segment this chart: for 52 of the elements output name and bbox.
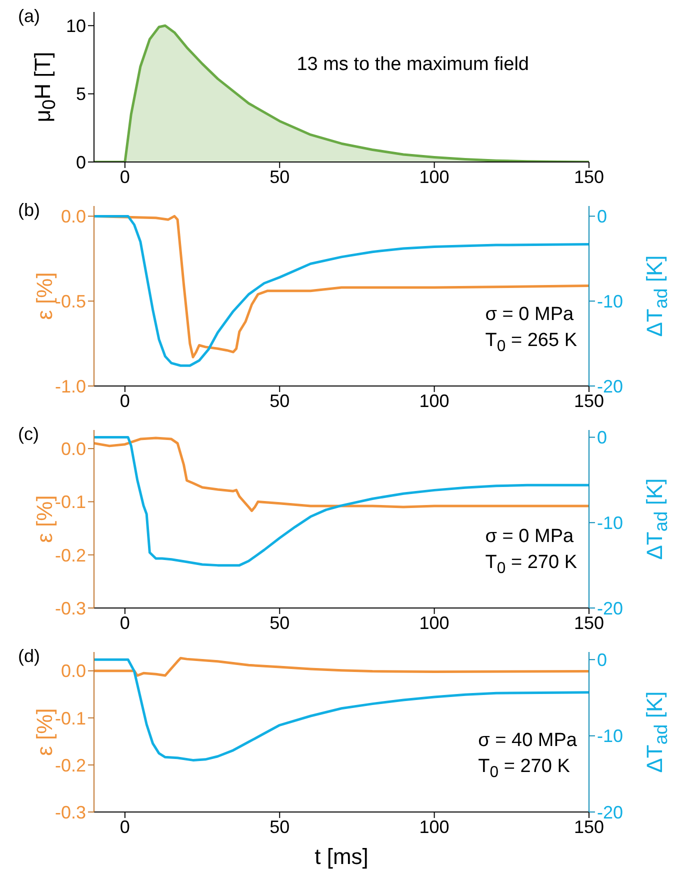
x-tick-label: 100 [419, 816, 450, 837]
x-tick-label: 100 [419, 612, 450, 633]
y-tick-label: 0.0 [60, 206, 86, 227]
annotation: σ = 0 MPa [485, 303, 575, 327]
x-axis-title: t [ms] [314, 844, 368, 870]
x-tick-label: 150 [574, 816, 604, 837]
y2-tick-label: -10 [597, 726, 624, 746]
y2-tick-label: -10 [597, 513, 624, 534]
y-tick-label: 0.0 [60, 438, 86, 459]
x-tick-label: 150 [574, 612, 604, 633]
y-axis-title: ε [%] [32, 272, 57, 320]
x-tick-label: 50 [270, 390, 290, 411]
x-tick-label: 150 [574, 166, 604, 187]
y-tick-label: -0.2 [54, 545, 86, 566]
chart-title: (b) [18, 200, 40, 221]
line-series [94, 656, 589, 677]
x-tick-label: 50 [270, 166, 290, 187]
annotation: T$_{0}$ = 270 K [485, 551, 577, 579]
y2-tick-label: -10 [597, 291, 624, 312]
y-tick-label: 10 [66, 16, 86, 36]
y2-tick-label: 0 [597, 428, 608, 448]
y-tick-label: -0.5 [54, 291, 86, 312]
y-tick-label: -0.3 [54, 802, 86, 822]
y-tick-label: 0.0 [60, 661, 86, 682]
y-tick-label: 0 [76, 152, 86, 172]
annotation: 13 ms to the maximum field [296, 53, 529, 77]
y-tick-label: -0.2 [54, 755, 86, 776]
x-tick-label: 50 [270, 612, 290, 633]
annotation: T$_{0}$ = 270 K [478, 755, 571, 783]
x-tick-label: 50 [270, 816, 290, 837]
y-tick-label: 5 [76, 84, 86, 104]
chart-title: (a) [18, 6, 40, 27]
x-tick-label: 0 [120, 612, 130, 633]
y-tick-label: -0.3 [54, 598, 86, 618]
x-tick-label: 150 [574, 390, 604, 411]
x-tick-label: 100 [419, 390, 450, 411]
y2-tick-label: 0 [597, 206, 608, 227]
x-tick-label: 100 [419, 166, 450, 187]
annotation: σ = 40 MPa [478, 729, 577, 753]
x-tick-label: 0 [120, 390, 130, 411]
chart-title: (c) [18, 424, 39, 445]
y-axis-title: ε [%] [32, 708, 57, 756]
y-axis-title: ε [%] [32, 495, 57, 543]
annotation: σ = 0 MPa [485, 525, 575, 549]
annotation: T$_{0}$ = 265 K [485, 329, 577, 357]
y2-tick-label: 0 [597, 650, 608, 670]
y-tick-label: -0.1 [54, 492, 86, 512]
x-tick-label: 0 [120, 166, 130, 187]
line-series [94, 436, 589, 512]
x-tick-label: 0 [120, 816, 130, 837]
y-tick-label: -1.0 [54, 376, 86, 396]
chart-title: (d) [18, 646, 40, 667]
